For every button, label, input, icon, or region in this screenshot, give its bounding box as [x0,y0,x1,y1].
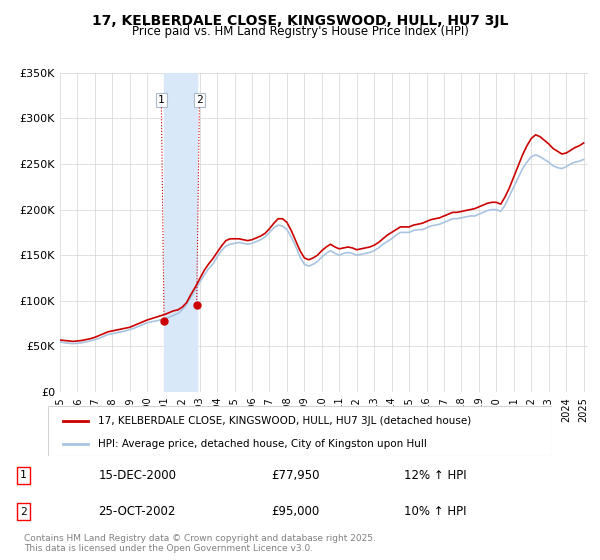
Text: 15-DEC-2000: 15-DEC-2000 [98,469,176,482]
Text: 1: 1 [20,470,27,480]
Text: 2: 2 [196,95,203,105]
Text: 25-OCT-2002: 25-OCT-2002 [98,505,176,518]
Text: 17, KELBERDALE CLOSE, KINGSWOOD, HULL, HU7 3JL: 17, KELBERDALE CLOSE, KINGSWOOD, HULL, H… [92,14,508,28]
Text: 12% ↑ HPI: 12% ↑ HPI [404,469,466,482]
Text: Price paid vs. HM Land Registry's House Price Index (HPI): Price paid vs. HM Land Registry's House … [131,25,469,38]
Text: HPI: Average price, detached house, City of Kingston upon Hull: HPI: Average price, detached house, City… [98,439,427,449]
Text: £77,950: £77,950 [271,469,320,482]
Text: Contains HM Land Registry data © Crown copyright and database right 2025.
This d: Contains HM Land Registry data © Crown c… [24,534,376,553]
Text: £95,000: £95,000 [271,505,319,518]
Bar [164,73,197,392]
Text: 1: 1 [158,95,165,105]
FancyBboxPatch shape [48,406,552,456]
Text: 2: 2 [20,507,27,517]
Text: 17, KELBERDALE CLOSE, KINGSWOOD, HULL, HU7 3JL (detached house): 17, KELBERDALE CLOSE, KINGSWOOD, HULL, H… [98,416,472,426]
Text: 10% ↑ HPI: 10% ↑ HPI [404,505,466,518]
